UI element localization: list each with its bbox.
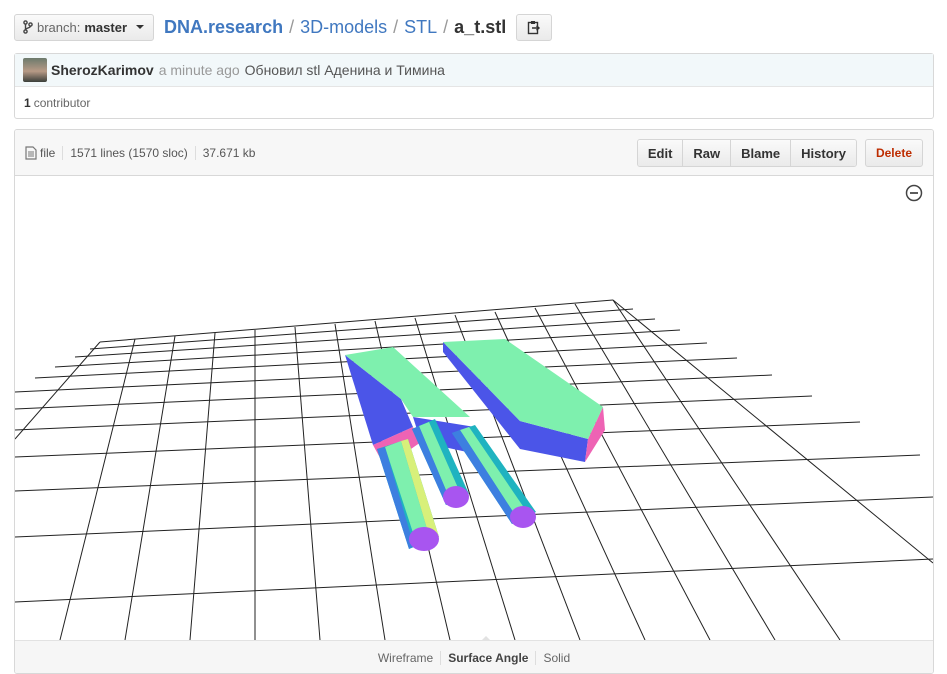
stl-render-canvas[interactable] (15, 177, 933, 640)
file-button-group: Edit Raw Blame History (636, 139, 857, 167)
thymine-block (443, 339, 605, 462)
mode-solid[interactable]: Solid (543, 650, 571, 665)
clipboard-icon (528, 20, 541, 34)
history-button[interactable]: History (790, 140, 856, 166)
ground-grid (15, 299, 933, 640)
file-box: file 1571 lines (1570 sloc) 37.671 kb Ed… (14, 129, 934, 674)
cylinder-left (377, 439, 439, 551)
zoom-out-icon[interactable] (905, 184, 923, 202)
contributors[interactable]: 1 contributor (15, 87, 933, 119)
file-header: file 1571 lines (1570 sloc) 37.671 kb Ed… (15, 130, 933, 176)
contributor-label: contributor (33, 96, 91, 110)
commit-time: a minute ago (158, 62, 240, 78)
raw-button[interactable]: Raw (682, 140, 731, 166)
latest-commit: SherozKarimov a minute ago Обновил stl А… (15, 54, 933, 87)
render-mode-bar: Wireframe Surface Angle Solid (15, 636, 933, 673)
file-type-label: file (40, 145, 56, 160)
delete-button[interactable]: Delete (864, 139, 923, 167)
cylinder-middle (412, 419, 469, 508)
commit-author-link[interactable]: SherozKarimov (51, 62, 154, 78)
file-actions: Edit Raw Blame History Delete (636, 139, 923, 167)
file-icon (25, 145, 37, 160)
divider (62, 145, 64, 160)
file-size: 37.671 kb (202, 145, 256, 160)
branch-icon (23, 20, 33, 34)
commit-message[interactable]: Обновил stl Аденина и Тимина (244, 62, 445, 78)
cylinder-right (452, 425, 536, 528)
divider (194, 145, 196, 160)
branch-label: branch: (37, 19, 81, 35)
divider (440, 650, 442, 665)
branch-selector[interactable]: branch: master (14, 13, 155, 41)
topbar: branch: master DNA.research / 3D-models … (14, 13, 553, 41)
breadcrumb-file-name: a_t.stl (454, 16, 507, 37)
breadcrumb-separator: / (393, 16, 399, 37)
breadcrumb-separator: / (289, 16, 295, 37)
contributor-count: 1 (24, 96, 31, 110)
branch-name: master (84, 19, 128, 35)
mode-surface-angle[interactable]: Surface Angle (448, 650, 529, 665)
breadcrumb: DNA.research / 3D-models / STL / a_t.stl (164, 17, 506, 38)
divider (535, 650, 537, 665)
blame-button[interactable]: Blame (730, 140, 791, 166)
active-mode-indicator (481, 636, 491, 641)
breadcrumb-repo-link[interactable]: DNA.research (164, 16, 284, 37)
breadcrumb-folder-stl[interactable]: STL (404, 16, 438, 37)
file-line-count: 1571 lines (1570 sloc) (70, 145, 188, 160)
breadcrumb-folder-3d-models[interactable]: 3D-models (300, 16, 388, 37)
breadcrumb-separator: / (443, 16, 449, 37)
commit-info-box: SherozKarimov a minute ago Обновил stl А… (14, 53, 934, 119)
chevron-down-icon (136, 25, 145, 29)
copy-path-button[interactable] (516, 13, 553, 41)
stl-3d-viewer[interactable] (15, 177, 933, 640)
edit-button[interactable]: Edit (637, 140, 683, 166)
avatar[interactable] (23, 58, 47, 82)
mode-wireframe[interactable]: Wireframe (377, 650, 434, 665)
